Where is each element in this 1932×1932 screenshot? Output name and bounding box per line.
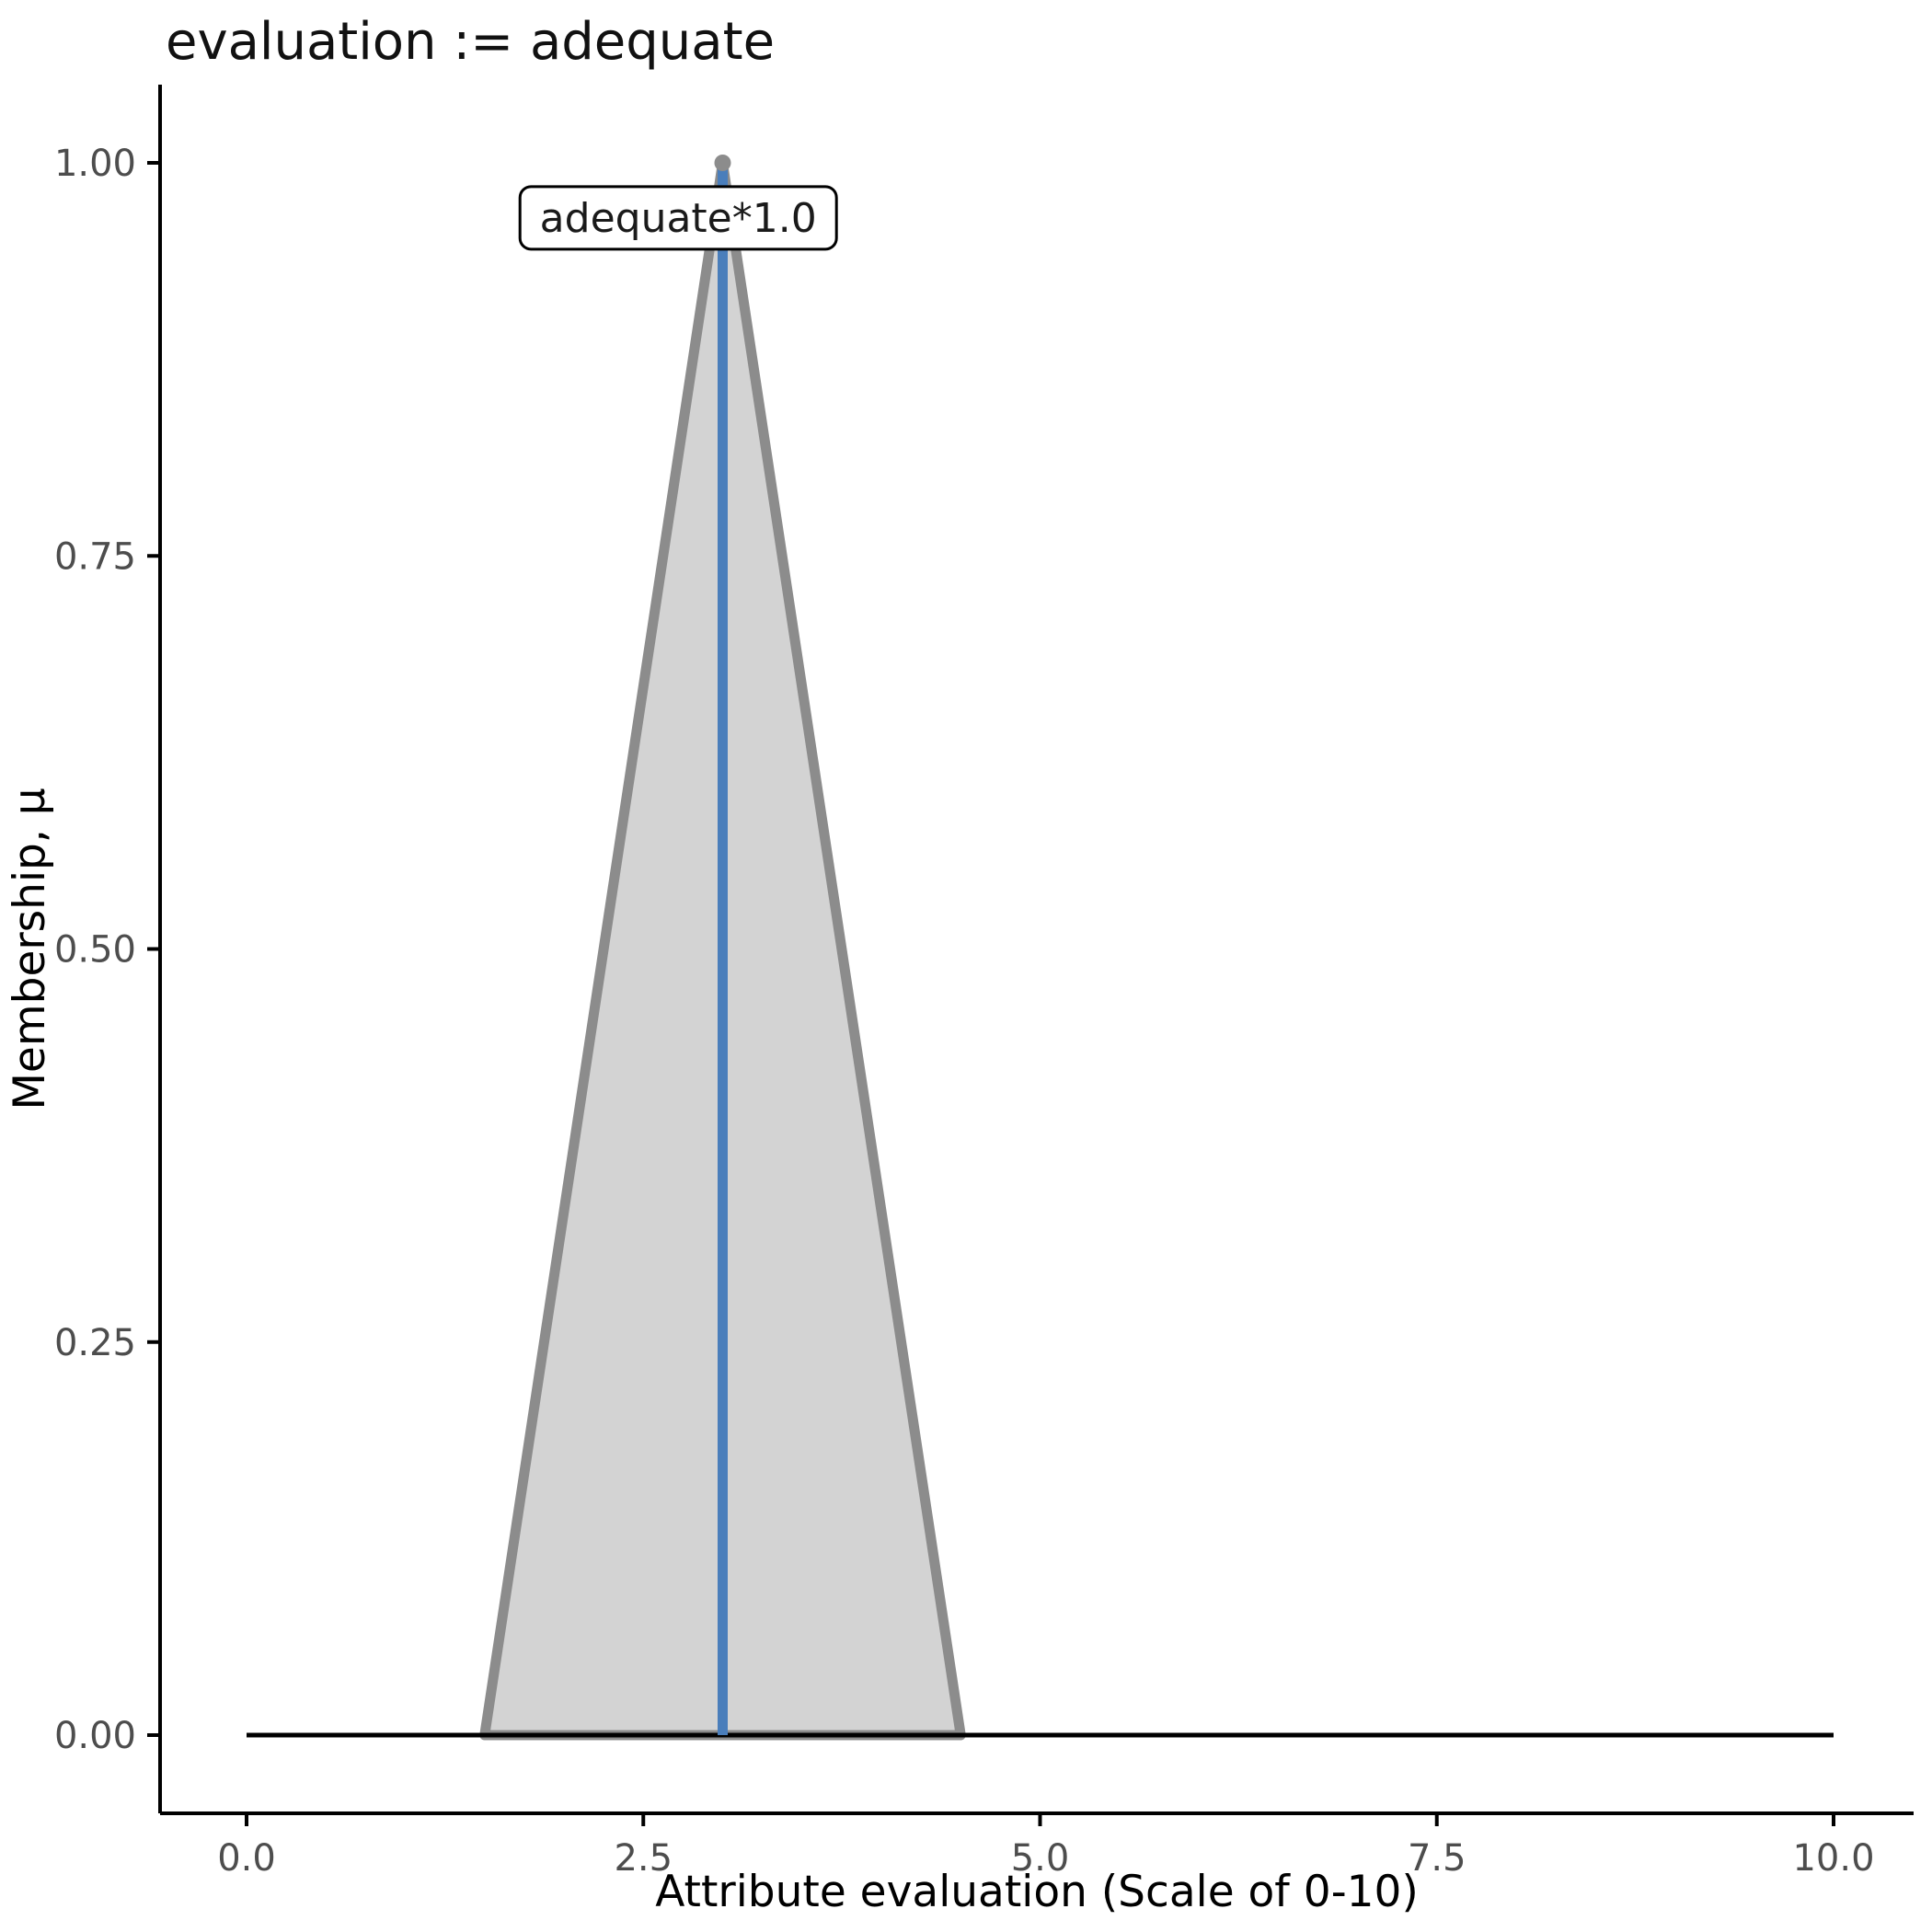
annotation-label: adequate*1.0 [540, 195, 817, 242]
x-tick-group: 0.0 2.5 5.0 7.5 10.0 [217, 1813, 1875, 1880]
x-tick-label: 5.0 [1011, 1837, 1070, 1880]
y-tick-label: 1.00 [54, 143, 136, 185]
x-tick-label: 2.5 [614, 1837, 673, 1880]
y-tick-label: 0.00 [54, 1715, 136, 1757]
y-axis: 0.00 0.25 0.50 0.75 1.00 Membership, μ [5, 85, 162, 1813]
peak-point [714, 155, 731, 171]
y-tick-group: 0.00 0.25 0.50 0.75 1.00 [54, 143, 160, 1757]
x-axis: 0.0 2.5 5.0 7.5 10.0 Attribute evaluation (S… [160, 1811, 1914, 1917]
annotation-box [518, 185, 838, 251]
y-tick-label: 0.25 [54, 1322, 136, 1364]
x-tick-label: 10.0 [1792, 1837, 1874, 1880]
y-tick-label: 0.75 [54, 535, 136, 578]
chart-title: evaluation := adequate [166, 12, 775, 72]
x-axis-label: Attribute evaluation (Scale of 0-10) [655, 1867, 1419, 1917]
y-tick-label: 0.50 [54, 929, 136, 972]
x-tick-label: 7.5 [1408, 1837, 1466, 1880]
y-axis-label: Membership, μ [5, 788, 55, 1110]
annotation: adequate*1.0 [518, 185, 838, 251]
x-tick-label: 0.0 [217, 1837, 276, 1880]
